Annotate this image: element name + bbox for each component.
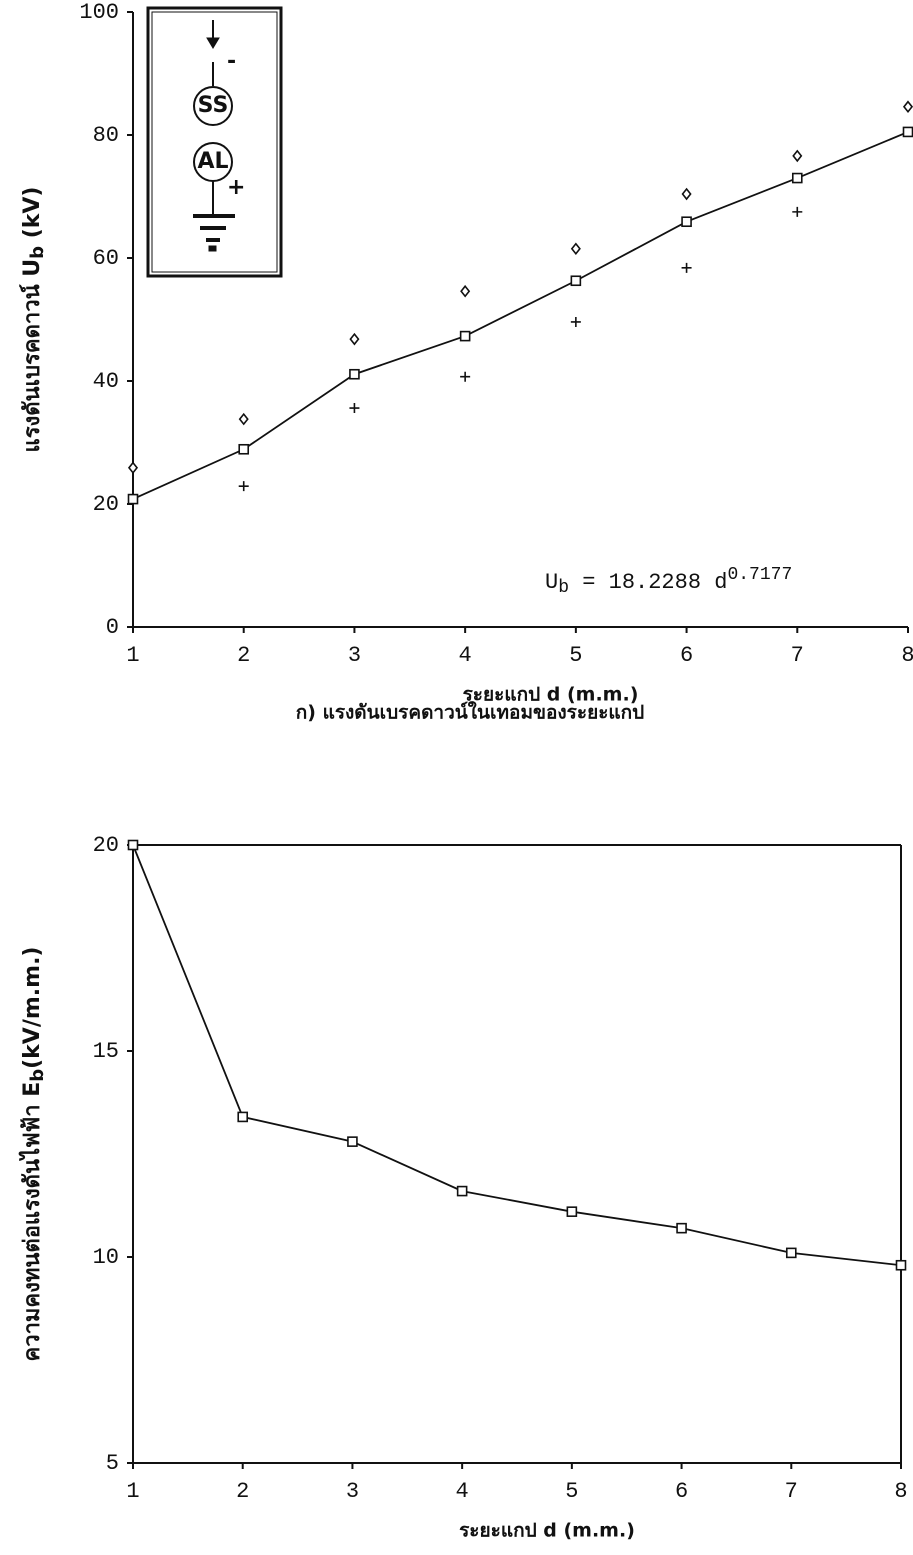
subscript: b <box>27 246 48 259</box>
x-tick-label: 6 <box>680 643 693 668</box>
x-tick-label: 2 <box>237 643 250 668</box>
x-tick-label: 1 <box>126 1479 139 1504</box>
square-marker <box>456 1185 468 1197</box>
diamond-marker <box>570 242 581 256</box>
x-axis-label: ระยะแกป d (m.m.) <box>463 684 639 706</box>
square-marker <box>681 216 692 228</box>
inset-frame <box>146 6 283 278</box>
ground <box>208 245 217 252</box>
x-tick-label: 4 <box>456 1479 469 1504</box>
square-marker <box>895 1259 907 1271</box>
y-tick-label: 20 <box>93 833 119 858</box>
series-line <box>132 131 909 500</box>
inset-frame-inner <box>151 11 278 273</box>
square-marker <box>347 1136 358 1147</box>
x-tick-label: 8 <box>901 643 913 668</box>
label-part: = 18.2288 d <box>569 570 727 595</box>
x-tick-label: 2 <box>236 1479 249 1504</box>
y-tick-label: 100 <box>79 0 119 25</box>
x-axis-label: ระยะแกป d (m.m.) <box>459 1520 635 1542</box>
y-tick-label: 15 <box>93 1039 119 1064</box>
plus-marker <box>238 481 249 492</box>
plus-marker <box>349 403 360 414</box>
diamond-marker <box>902 100 913 113</box>
square-marker <box>127 839 139 851</box>
square-marker <box>902 126 913 138</box>
diamond-marker <box>681 187 692 201</box>
plus-marker <box>792 206 803 217</box>
square-marker <box>459 330 471 342</box>
y-tick-label: 10 <box>93 1245 119 1270</box>
y-tick-label: 40 <box>93 369 119 394</box>
square-marker <box>791 172 803 184</box>
plus-marker <box>681 262 692 273</box>
square-marker <box>785 1247 797 1259</box>
label-part: แรงดันเบรคดาวน์ U <box>19 259 45 453</box>
x-tick-label: 7 <box>791 643 804 668</box>
subscript: 0.7177 <box>727 565 792 585</box>
arrow-head <box>206 37 220 49</box>
diamond-marker <box>238 412 249 426</box>
y-axis-label: แรงดันเบรคดาวน์ Ub (kV) <box>19 187 48 453</box>
x-tick-label: 5 <box>569 643 582 668</box>
square-marker <box>349 368 360 380</box>
x-tick-label: 4 <box>459 643 472 668</box>
label-part: ความคงทนต่อแรงดันไฟฟ้า E <box>18 1082 45 1362</box>
inset-diagram <box>146 6 283 278</box>
diamond-marker <box>460 284 471 298</box>
x-tick-label: 3 <box>348 643 361 668</box>
subscript: b <box>27 1069 48 1082</box>
subscript: b <box>558 578 569 598</box>
y-tick-label: 5 <box>106 1451 119 1476</box>
caption: ก) แรงดันเบรคดาวน์ในเทอมของระยะแกป <box>296 701 644 724</box>
x-tick-label: 8 <box>894 1479 907 1504</box>
square-marker <box>570 275 582 287</box>
plus-marker <box>460 371 471 382</box>
square-marker <box>237 1111 249 1123</box>
y-tick-label: 60 <box>93 246 119 271</box>
inset-label: AL <box>197 149 228 174</box>
x-tick-label: 3 <box>346 1479 359 1504</box>
label-part: (kV) <box>20 187 45 246</box>
inset-label: + <box>227 175 245 200</box>
series-line <box>132 844 902 1267</box>
square-marker <box>127 493 139 505</box>
diamond-marker <box>792 149 803 163</box>
x-tick-label: 6 <box>675 1479 688 1504</box>
square-marker <box>676 1222 687 1234</box>
diamond-marker <box>127 461 139 474</box>
square-marker <box>238 443 250 455</box>
annotation: Ub = 18.2288 d0.7177 <box>545 565 792 598</box>
diamond-marker <box>349 332 360 346</box>
square-marker <box>566 1206 578 1217</box>
x-tick-label: 5 <box>565 1479 578 1504</box>
label-part: (kV/m.m.) <box>20 946 45 1068</box>
inset-label: - <box>227 49 236 74</box>
y-tick-label: 20 <box>93 492 119 517</box>
label-part: U <box>545 570 558 595</box>
x-tick-label: 7 <box>785 1479 798 1504</box>
electrode <box>193 86 233 126</box>
plus-marker <box>570 316 581 327</box>
y-tick-label: 0 <box>106 615 119 640</box>
y-axis-label: ความคงทนต่อแรงดันไฟฟ้า Eb(kV/m.m.) <box>18 946 48 1361</box>
inset-label: SS <box>198 93 229 118</box>
y-tick-label: 80 <box>93 123 119 148</box>
x-tick-label: 1 <box>126 643 139 668</box>
